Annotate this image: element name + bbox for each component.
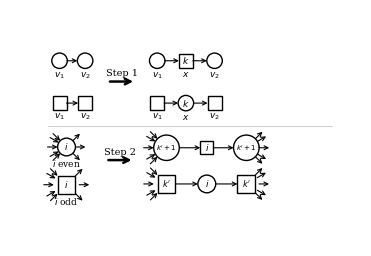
Text: $k'$: $k'$: [242, 178, 251, 189]
Text: $v_2$: $v_2$: [80, 70, 91, 81]
Text: $v_1$: $v_1$: [152, 70, 162, 81]
Text: $i$ odd: $i$ odd: [55, 196, 79, 207]
Text: $v_2$: $v_2$: [209, 112, 220, 122]
Text: $v_1$: $v_1$: [152, 112, 162, 122]
Text: $k$: $k$: [182, 55, 190, 66]
Text: $v_1$: $v_1$: [54, 70, 65, 81]
Text: $i$: $i$: [64, 179, 69, 190]
Text: $v_2$: $v_2$: [80, 112, 91, 122]
Text: $k$: $k$: [182, 98, 190, 109]
Text: $x$: $x$: [182, 70, 190, 79]
Text: $i$: $i$: [204, 178, 209, 189]
Text: $v_1$: $v_1$: [54, 112, 65, 122]
Text: $i$: $i$: [204, 142, 209, 153]
Text: Step 2: Step 2: [104, 148, 136, 157]
Text: $x$: $x$: [182, 113, 190, 122]
Text: $k'$: $k'$: [162, 178, 171, 189]
Text: $k'+1$: $k'+1$: [236, 143, 257, 153]
Text: $i$: $i$: [64, 142, 69, 153]
Text: Step 1: Step 1: [106, 69, 138, 78]
Text: $v_2$: $v_2$: [209, 70, 220, 81]
Text: $i$ even: $i$ even: [52, 158, 81, 169]
Text: $k'+1$: $k'+1$: [156, 143, 177, 153]
